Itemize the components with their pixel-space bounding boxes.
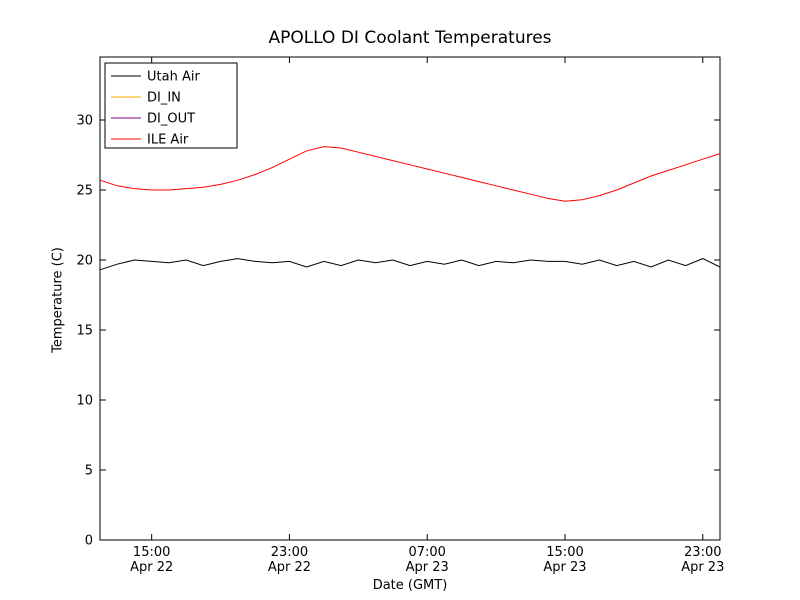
x-tick-label-time: 07:00	[408, 545, 445, 560]
y-tick-label: 20	[76, 254, 93, 269]
x-tick-label-date: Apr 23	[543, 560, 586, 575]
axes-frame	[99, 56, 721, 541]
y-tick-label: 10	[76, 394, 93, 409]
x-tick-label-date: Apr 22	[268, 560, 311, 575]
legend: Utah Air DI_IN DI_OUT ILE Air	[104, 62, 238, 149]
x-tick-label-date: Apr 22	[130, 560, 173, 575]
y-tick-label: 15	[76, 324, 93, 339]
x-tick-label-time: 23:00	[684, 545, 721, 560]
legend-box	[104, 62, 238, 149]
y-tick-label: 5	[85, 464, 93, 479]
y-tick-label: 0	[85, 534, 93, 549]
legend-label: DI_IN	[147, 91, 181, 106]
y-tick-label: 30	[76, 114, 93, 129]
legend-label: DI_OUT	[147, 112, 195, 127]
legend-label: Utah Air	[147, 70, 200, 85]
chart-title: APOLLO DI Coolant Temperatures	[268, 28, 552, 48]
series-line-utah-air	[99, 258, 721, 271]
x-tick-label-date: Apr 23	[681, 560, 724, 575]
x-tick-label-time: 15:00	[546, 545, 583, 560]
x-tick-label-date: Apr 23	[406, 560, 449, 575]
legend-label: ILE Air	[147, 133, 189, 148]
series-line-ile-air	[99, 146, 721, 202]
y-axis-label: Temperature (C)	[50, 247, 66, 353]
y-tick-label: 25	[76, 184, 93, 199]
x-axis-label: Date (GMT)	[372, 578, 448, 593]
x-tick-label-time: 23:00	[271, 545, 308, 560]
x-tick-label-time: 15:00	[133, 545, 170, 560]
